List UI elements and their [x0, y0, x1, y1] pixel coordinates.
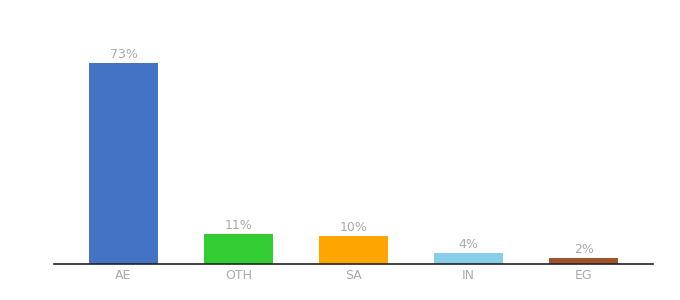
Bar — [89, 63, 158, 264]
Text: 2%: 2% — [574, 243, 594, 256]
Text: 11%: 11% — [224, 218, 252, 232]
Bar — [549, 259, 618, 264]
Bar — [204, 234, 273, 264]
Text: 73%: 73% — [109, 48, 137, 61]
Bar — [434, 253, 503, 264]
Text: 4%: 4% — [459, 238, 479, 251]
Bar — [319, 236, 388, 264]
Text: 10%: 10% — [340, 221, 367, 234]
